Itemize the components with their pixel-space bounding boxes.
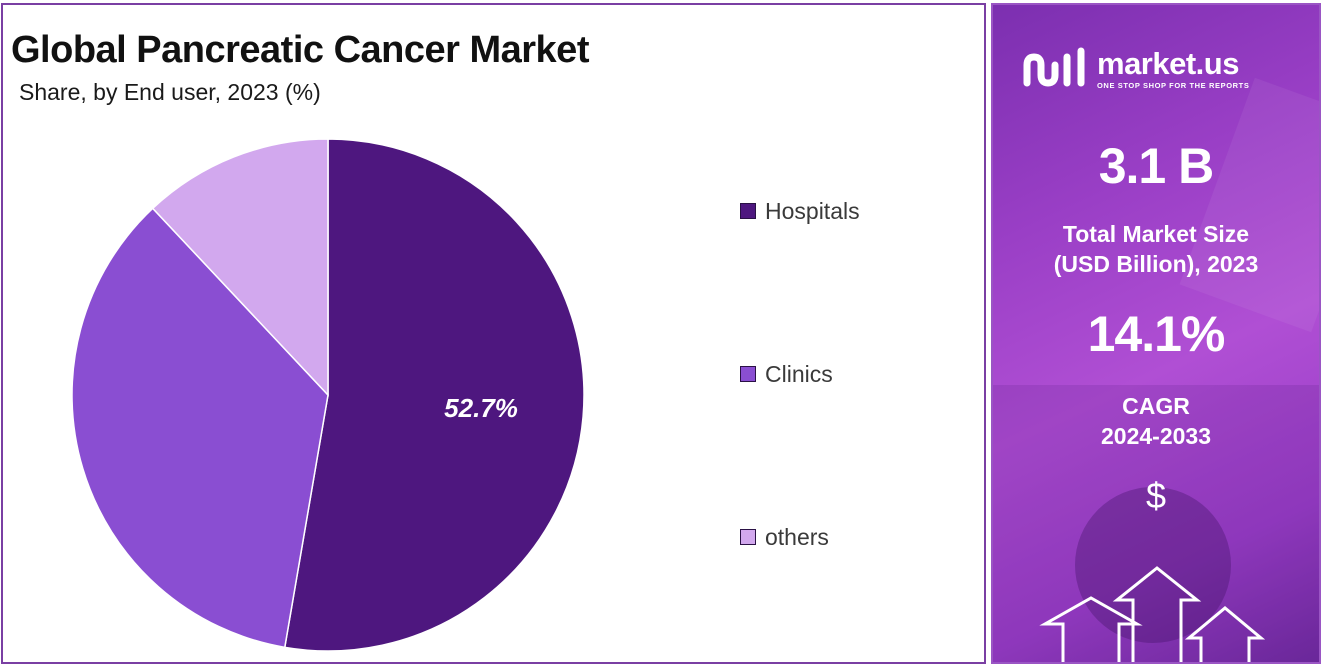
summary-sidebar: market.us ONE STOP SHOP FOR THE REPORTS … (991, 3, 1321, 664)
background-decoration (993, 77, 1319, 662)
cagr-value: 14.1% (1087, 306, 1226, 362)
market-us-logo-icon (1023, 47, 1085, 87)
legend-item-others: others (740, 522, 960, 552)
brand-logo: market.us ONE STOP SHOP FOR THE REPORTS (1023, 45, 1249, 93)
up-arrows-icon (1039, 566, 1266, 662)
legend-label: Clinics (765, 360, 833, 387)
legend-label: Hospitals (765, 197, 860, 224)
market-size-value: 3.1 B (1098, 138, 1215, 194)
legend-swatch (740, 529, 756, 545)
chart-panel: Global Pancreatic Cancer Market Share, b… (1, 3, 986, 664)
brand-name: market.us (1097, 45, 1239, 81)
data-label-hospitals: 52.7% (444, 393, 518, 423)
pie-slice-others (151, 138, 329, 397)
chart-title: Global Pancreatic Cancer Market (11, 29, 589, 71)
dollar-icon: $ (1145, 475, 1167, 516)
legend-item-clinics: Clinics (740, 359, 960, 389)
market-size-label-line1: Total Market Size (1062, 221, 1250, 247)
legend-label: others (765, 523, 829, 550)
pie-slice-hospitals (283, 138, 585, 652)
pie-slice-clinics (71, 207, 329, 649)
cagr-label-line1: CAGR (1122, 393, 1190, 419)
chart-subtitle: Share, by End user, 2023 (%) (19, 79, 321, 105)
legend-item-hospitals: Hospitals (740, 196, 960, 226)
market-size-label-line2: (USD Billion), 2023 (1053, 251, 1259, 277)
brand-tagline: ONE STOP SHOP FOR THE REPORTS (1097, 80, 1250, 90)
cagr-label-line2: 2024-2033 (1101, 423, 1211, 449)
pie-chart: 52.7% (71, 138, 585, 652)
legend-swatch (740, 366, 756, 382)
legend-swatch (740, 203, 756, 219)
